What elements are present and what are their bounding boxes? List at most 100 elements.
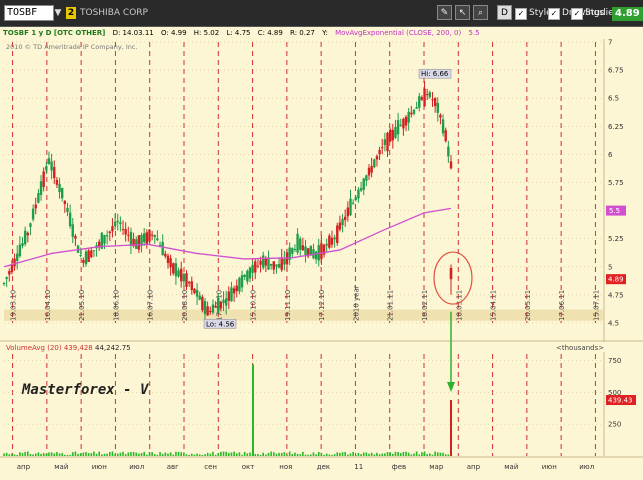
candle bbox=[243, 274, 246, 277]
volume-bar bbox=[365, 452, 368, 456]
candle bbox=[230, 287, 233, 302]
link-group-badge[interactable]: 2 bbox=[66, 7, 76, 19]
candle bbox=[45, 166, 48, 171]
volume-bar bbox=[370, 452, 373, 456]
volume-bar bbox=[354, 454, 357, 456]
volume-bar bbox=[447, 454, 450, 456]
candle bbox=[169, 258, 172, 268]
low-label: Lo: 4.56 bbox=[206, 320, 235, 328]
volume-tick-label: 750 bbox=[608, 357, 621, 365]
candle bbox=[201, 296, 204, 311]
volume-bar bbox=[156, 454, 159, 456]
zoom-icon[interactable]: ⌕ bbox=[473, 5, 488, 20]
volume-bar bbox=[124, 454, 127, 456]
volume-bar bbox=[172, 454, 175, 456]
candle bbox=[37, 193, 40, 203]
style-button[interactable]: ✓ Style bbox=[515, 5, 552, 21]
date-label: 19.03.10 bbox=[10, 290, 18, 321]
volume-bar bbox=[98, 451, 101, 456]
candle bbox=[425, 94, 429, 96]
candle bbox=[444, 130, 447, 142]
volume-bar bbox=[381, 453, 384, 456]
candle bbox=[293, 249, 297, 251]
volume-bar bbox=[249, 452, 251, 456]
volume-bar bbox=[243, 451, 246, 456]
candle bbox=[338, 222, 342, 230]
date-label: 18.03.11 bbox=[455, 290, 463, 321]
candle bbox=[190, 281, 193, 290]
candle bbox=[275, 264, 278, 267]
low-label-box bbox=[203, 319, 237, 329]
volume-bar bbox=[294, 452, 296, 456]
symbol-input[interactable]: TOSBF bbox=[4, 5, 54, 21]
volume-bar bbox=[130, 452, 132, 456]
candle bbox=[402, 118, 405, 129]
candle bbox=[172, 263, 175, 274]
volume-bar bbox=[304, 454, 307, 456]
volume-bar bbox=[235, 453, 238, 456]
candle bbox=[301, 245, 305, 251]
crosshair-icon[interactable]: ✎ bbox=[437, 5, 452, 20]
volume-bar bbox=[40, 453, 42, 456]
candle bbox=[296, 233, 299, 253]
drawings-button[interactable]: ✓ Drawings bbox=[548, 5, 604, 21]
candle bbox=[98, 241, 101, 248]
month-label: май bbox=[54, 463, 68, 471]
candle bbox=[127, 234, 130, 236]
symbol-dropdown-icon[interactable]: ▼ bbox=[54, 8, 62, 18]
candle bbox=[418, 96, 421, 108]
candle bbox=[153, 235, 156, 238]
drawings-check-icon: ✓ bbox=[548, 8, 560, 20]
volume-bar bbox=[153, 454, 156, 456]
price-tick-label: 5.25 bbox=[608, 235, 624, 243]
candle bbox=[254, 261, 257, 273]
candle bbox=[359, 188, 363, 191]
volume-bar bbox=[405, 451, 407, 456]
volume-bar bbox=[185, 454, 188, 456]
candle bbox=[105, 235, 109, 237]
volume-bar bbox=[238, 452, 241, 456]
volume-bar bbox=[77, 453, 79, 456]
volume-bar bbox=[50, 452, 53, 456]
volume-bar bbox=[373, 454, 376, 456]
volume-bar bbox=[267, 452, 270, 456]
candle bbox=[370, 166, 373, 173]
candle bbox=[436, 102, 439, 113]
info-date: D: 14.03.11 bbox=[112, 29, 154, 37]
candle bbox=[100, 232, 104, 249]
volume-bar bbox=[228, 452, 230, 456]
volume-bar bbox=[436, 452, 439, 456]
candle bbox=[82, 260, 85, 263]
candle bbox=[256, 265, 260, 267]
candle bbox=[246, 270, 249, 282]
volume-bar bbox=[246, 453, 249, 456]
volume-bar bbox=[206, 452, 209, 456]
candle bbox=[29, 223, 32, 227]
volume-tick-label: 500 bbox=[608, 389, 621, 397]
drawings-label: Drawings bbox=[562, 8, 605, 18]
candle bbox=[177, 270, 180, 277]
volume-bar bbox=[11, 453, 13, 456]
info-high: H: 5.02 bbox=[193, 29, 220, 37]
candle bbox=[182, 273, 186, 282]
candle bbox=[129, 231, 133, 246]
price-tick-label: 4.75 bbox=[608, 291, 624, 299]
cursor-icon[interactable]: ↖ bbox=[455, 5, 470, 20]
studies-button[interactable]: ✓ Studies bbox=[571, 5, 618, 21]
month-label: июн bbox=[92, 463, 107, 471]
volume-bar bbox=[360, 454, 362, 456]
candle bbox=[447, 146, 450, 157]
candle bbox=[68, 212, 72, 227]
month-label: апр bbox=[17, 463, 31, 471]
candle bbox=[156, 238, 159, 241]
candle bbox=[322, 244, 326, 255]
candle bbox=[53, 167, 56, 179]
volume-bar bbox=[5, 452, 8, 456]
candle bbox=[103, 235, 106, 244]
volume-bar bbox=[103, 453, 106, 456]
volume-bar bbox=[85, 452, 87, 456]
period-d-button[interactable]: D bbox=[497, 5, 512, 20]
candle bbox=[304, 246, 307, 255]
volume-bar bbox=[42, 453, 45, 456]
